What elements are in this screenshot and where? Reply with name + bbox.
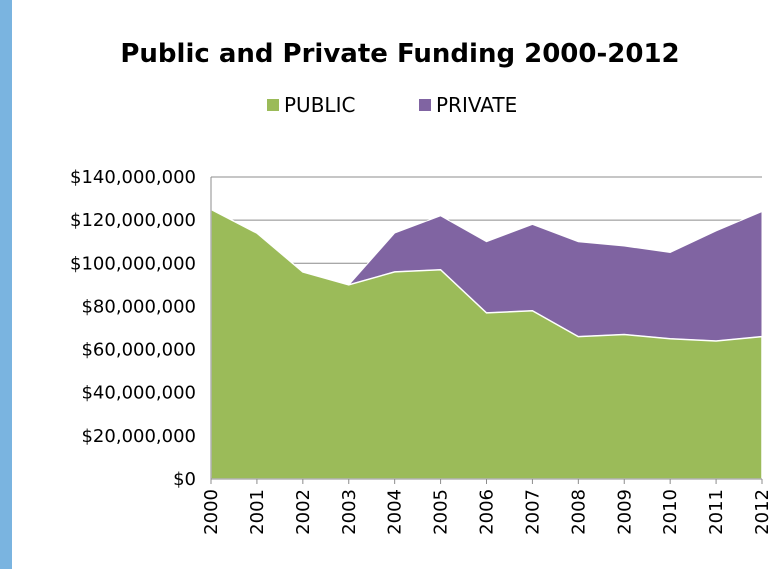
y-tick-label: $120,000,000 — [70, 210, 196, 231]
x-tick-label: 2001 — [247, 489, 268, 535]
series-area-public — [210, 208, 763, 480]
area-chart: Public and Private Funding 2000-2012 PUB… — [70, 39, 773, 535]
x-tick-label: 2010 — [660, 489, 681, 535]
x-tick-label: 2000 — [201, 489, 222, 535]
y-tick-label: $140,000,000 — [70, 167, 196, 188]
chart-title: Public and Private Funding 2000-2012 — [120, 39, 679, 69]
x-tick-label: 2008 — [568, 489, 589, 535]
x-tick-label: 2004 — [385, 489, 406, 535]
axes — [210, 177, 763, 484]
y-tick-label: $60,000,000 — [81, 340, 196, 361]
legend: PUBLIC PRIVATE — [267, 93, 517, 117]
x-tick-label: 2009 — [614, 489, 635, 535]
x-tick-label: 2005 — [431, 489, 452, 535]
x-tick-label: 2006 — [477, 489, 498, 535]
x-tick-label: 2003 — [339, 489, 360, 535]
y-tick-label: $0 — [173, 469, 196, 490]
legend-swatch-private — [419, 99, 431, 111]
x-tick-label: 2007 — [522, 489, 543, 535]
y-tick-label: $20,000,000 — [81, 426, 196, 447]
y-tick-labels: $0 $20,000,000 $40,000,000 $60,000,000 $80,0… — [70, 167, 196, 490]
chart-frame: Public and Private Funding 2000-2012 PUB… — [12, 0, 774, 569]
x-tick-label: 2012 — [752, 489, 773, 535]
x-tick-label: 2002 — [293, 489, 314, 535]
legend-swatch-public — [267, 99, 279, 111]
y-tick-label: $80,000,000 — [81, 296, 196, 317]
x-tick-labels: 2000 2001 2002 2003 2004 2005 2006 2007 2008 2009… — [201, 489, 773, 535]
legend-label-private: PRIVATE — [436, 93, 517, 117]
x-tick-label: 2011 — [706, 489, 727, 535]
plot-areas — [210, 208, 763, 480]
legend-label-public: PUBLIC — [284, 93, 355, 117]
y-tick-label: $40,000,000 — [81, 383, 196, 404]
y-tick-label: $100,000,000 — [70, 253, 196, 274]
